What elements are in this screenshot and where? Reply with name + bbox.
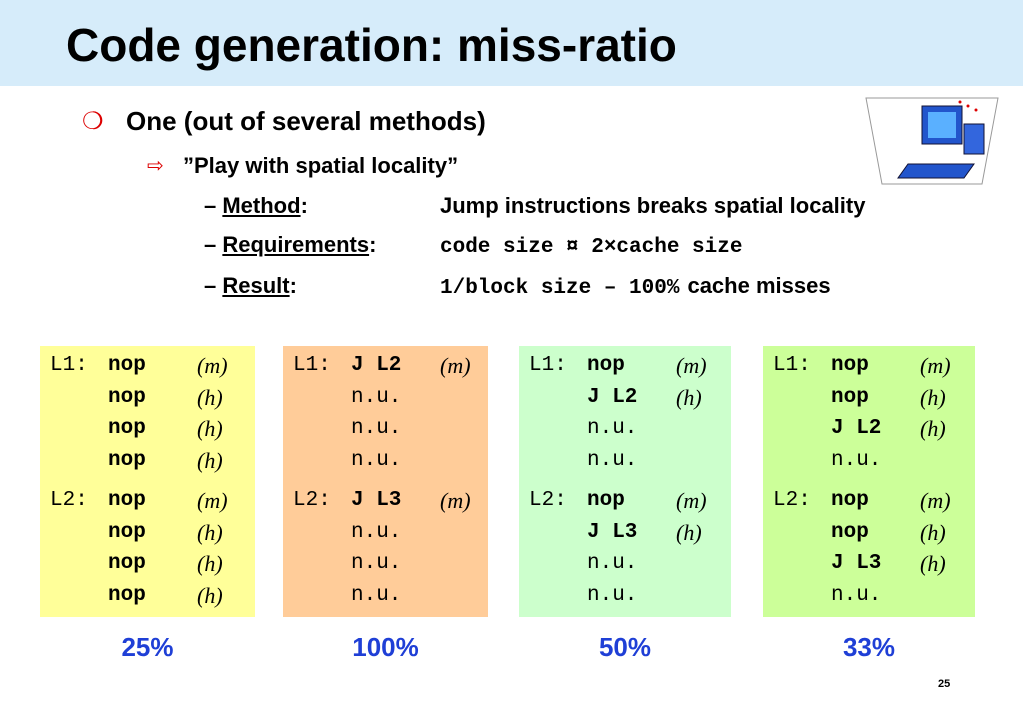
hit-miss: (h) — [920, 416, 946, 441]
instruction: nop — [108, 354, 146, 377]
block-label: L1: — [773, 354, 811, 377]
instruction: n.u. — [351, 417, 402, 440]
hit-miss: (m) — [197, 488, 228, 513]
hit-miss: (m) — [920, 488, 951, 513]
hit-miss: (m) — [440, 353, 471, 378]
code-box: L1: J L2 (m) n.u. n.u. n.u. L2: J L3 (m) n.u. n.u.… — [283, 346, 488, 617]
item-colon: : — [300, 193, 308, 218]
instruction: J L2 — [587, 385, 638, 409]
hit-miss: (h) — [197, 551, 223, 576]
instruction: nop — [108, 552, 146, 575]
instruction: nop — [587, 354, 625, 377]
item-label: Method — [222, 193, 301, 218]
item-value: Jump instructions breaks spatial localit… — [440, 193, 865, 219]
hit-miss: (h) — [197, 416, 223, 441]
instruction: n.u. — [587, 552, 638, 575]
code-box: L1: nop (m) nop (h) J L2 (h) n.u. L2: nop (m) nop (h… — [763, 346, 975, 617]
miss-ratio: 100% — [352, 632, 419, 662]
hit-miss: (h) — [920, 384, 946, 410]
instruction: nop — [108, 489, 146, 512]
hit-miss: (m) — [440, 488, 471, 513]
code-box: L1: nop (m) nop (h) nop (h) nop (h) L2: nop (m) nop (… — [40, 346, 255, 617]
hit-miss: (m) — [197, 353, 228, 378]
instruction: n.u. — [831, 583, 882, 607]
hit-miss: (h) — [197, 447, 223, 473]
block-label: L1: — [529, 354, 567, 377]
instruction: nop — [831, 489, 869, 512]
block-label: L2: — [50, 489, 88, 512]
instruction: nop — [108, 417, 146, 440]
item-value: code size ¤ 2×cache size — [440, 232, 742, 259]
instruction: n.u. — [351, 583, 402, 607]
item-label: Requirements — [222, 232, 370, 257]
instruction: J L2 — [831, 417, 882, 440]
block-label: L2: — [529, 489, 567, 512]
item-label: Result — [222, 273, 290, 298]
instruction: J L3 — [587, 520, 638, 544]
item: – Method: — [204, 193, 308, 219]
hit-miss: (h) — [920, 519, 946, 545]
block-label: L2: — [293, 489, 331, 512]
instruction: nop — [108, 385, 146, 409]
item-text: code size ¤ 2×cache size — [440, 236, 743, 259]
instruction: nop — [831, 385, 869, 409]
bullet: One (out of several methods) — [126, 106, 486, 136]
block-label: L1: — [50, 354, 88, 377]
instruction: n.u. — [587, 417, 638, 440]
hit-miss: (h) — [920, 551, 946, 576]
item-colon: : — [369, 232, 377, 257]
instruction: n.u. — [351, 552, 402, 575]
sub-bullet-icon: ⇨ — [147, 155, 164, 177]
computer-icon — [865, 97, 999, 185]
dash: – — [204, 193, 223, 218]
instruction: n.u. — [351, 520, 402, 544]
hit-miss: (h) — [676, 384, 702, 410]
code-box: L1: nop (m) J L2 (h) n.u. n.u. L2: nop (m) J L3 (h)… — [519, 346, 731, 617]
title-bar — [0, 0, 1023, 86]
item-value: 1/block size – 100% cache misses — [440, 273, 831, 300]
instruction: n.u. — [351, 448, 402, 472]
instruction: nop — [587, 489, 625, 512]
item-colon: : — [289, 273, 297, 298]
instruction: n.u. — [831, 448, 882, 472]
instruction: n.u. — [587, 583, 638, 607]
item-text: 1/block size – 100% — [440, 277, 680, 300]
instruction: n.u. — [587, 448, 638, 472]
hit-miss: (h) — [197, 582, 223, 608]
item-text: cache misses — [687, 273, 831, 298]
item: – Result: — [204, 273, 297, 299]
hit-miss: (h) — [197, 384, 223, 410]
block-label: L1: — [293, 354, 331, 377]
dash: – — [204, 232, 223, 257]
miss-ratio: 33% — [842, 632, 896, 662]
hit-miss: (m) — [676, 488, 707, 513]
instruction: J L3 — [351, 489, 402, 512]
hit-miss: (m) — [676, 353, 707, 378]
page-number: 25 — [938, 678, 951, 690]
dash: – — [204, 273, 223, 298]
instruction: nop — [108, 448, 146, 472]
item-text: Jump instructions breaks spatial localit… — [440, 193, 866, 218]
instruction: J L2 — [351, 354, 402, 377]
hit-miss: (m) — [920, 353, 951, 378]
miss-ratio: 50% — [598, 632, 652, 662]
instruction: nop — [831, 520, 869, 544]
sub-bullet: ”Play with spatial locality” — [183, 153, 459, 178]
slide-title: Code generation: miss-ratio — [66, 19, 677, 71]
instruction: nop — [108, 520, 146, 544]
instruction: n.u. — [351, 385, 402, 409]
hit-miss: (h) — [197, 519, 223, 545]
block-label: L2: — [773, 489, 811, 512]
hit-miss: (h) — [676, 519, 702, 545]
instruction: nop — [108, 583, 146, 607]
item: – Requirements: — [204, 232, 376, 258]
miss-ratio: 25% — [121, 632, 174, 662]
bullet-icon: ❍ — [82, 108, 104, 135]
instruction: nop — [831, 354, 869, 377]
instruction: J L3 — [831, 552, 882, 575]
